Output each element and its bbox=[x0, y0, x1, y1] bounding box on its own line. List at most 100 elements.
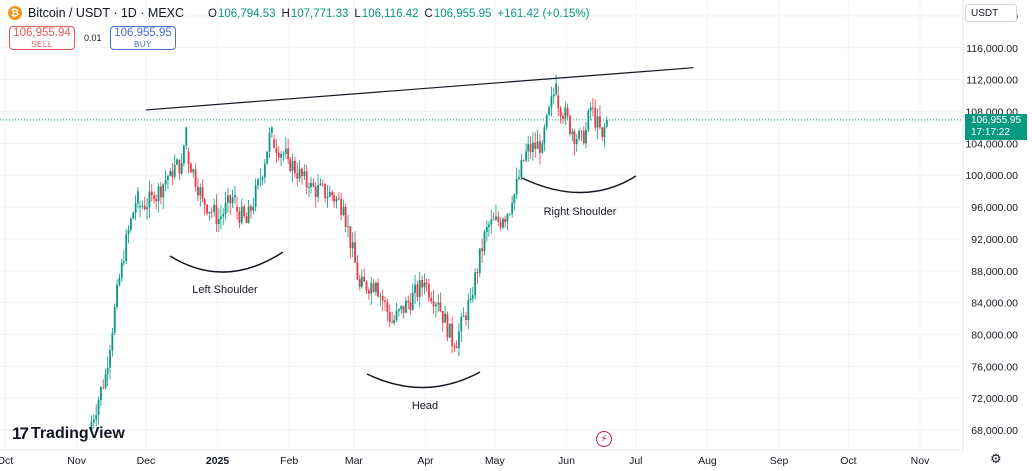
candle-body bbox=[585, 129, 587, 144]
candle-body bbox=[543, 127, 546, 144]
symbol-header[interactable]: ₿ Bitcoin / USDT · 1D · MEXC bbox=[8, 6, 184, 20]
candle-body bbox=[303, 171, 306, 177]
candle-body bbox=[506, 214, 509, 222]
candle-body bbox=[169, 171, 172, 176]
candle-body bbox=[448, 323, 451, 338]
time-tick-label: Oct bbox=[0, 455, 13, 467]
tradingview-mark-icon: 17 bbox=[12, 424, 29, 443]
spread-value: 0.01 bbox=[84, 33, 102, 43]
candle-body bbox=[474, 272, 476, 296]
candle-body bbox=[247, 206, 250, 224]
candle-body bbox=[298, 168, 301, 179]
candle-body bbox=[99, 387, 102, 401]
candle-body bbox=[566, 107, 569, 116]
candle-body bbox=[183, 145, 185, 164]
candle-body bbox=[275, 147, 278, 153]
gear-icon[interactable]: ⚙ bbox=[990, 451, 1002, 466]
candle-body bbox=[97, 400, 100, 415]
candle-body bbox=[490, 219, 493, 225]
candle-body bbox=[564, 107, 567, 119]
candle-body bbox=[430, 297, 433, 302]
price-tick-label: 112,000.00 bbox=[966, 75, 1018, 87]
time-tick-label: Nov bbox=[911, 455, 930, 467]
candle-body bbox=[270, 127, 273, 133]
candle-body bbox=[453, 345, 456, 347]
change-value: +161.42 (+0.15%) bbox=[497, 8, 590, 20]
candle-body bbox=[534, 142, 537, 149]
candle-body bbox=[388, 311, 391, 322]
candle-body bbox=[545, 114, 548, 128]
time-tick-label: Aug bbox=[698, 455, 717, 467]
candle-body bbox=[106, 367, 109, 375]
buy-button[interactable]: 106,955.95 BUY bbox=[110, 26, 176, 50]
candle-body bbox=[254, 185, 257, 207]
candle-body bbox=[541, 143, 544, 153]
price-tick-label: 84,000.00 bbox=[971, 298, 1018, 310]
candle-body bbox=[171, 171, 174, 177]
symbol-title[interactable]: Bitcoin / USDT · 1D · MEXC bbox=[28, 6, 185, 20]
candle-body bbox=[488, 224, 490, 227]
candle-body bbox=[173, 164, 176, 177]
candle-body bbox=[351, 242, 354, 249]
candle-body bbox=[301, 168, 303, 177]
candle-body bbox=[520, 160, 523, 178]
candle-body bbox=[504, 219, 506, 222]
candle-body bbox=[402, 305, 405, 313]
candle-body bbox=[189, 163, 192, 173]
candle-body bbox=[150, 191, 153, 196]
candle-body bbox=[550, 96, 553, 108]
candle-body bbox=[134, 203, 137, 213]
candle-body bbox=[238, 211, 241, 223]
candle-body bbox=[446, 313, 449, 338]
lightning-icon[interactable]: ⚡ bbox=[596, 431, 612, 447]
candle-body bbox=[589, 107, 592, 111]
candle-body bbox=[527, 144, 530, 152]
candle-body bbox=[384, 300, 386, 302]
candle-body bbox=[578, 130, 581, 140]
candle-body bbox=[213, 204, 216, 212]
candle-body bbox=[335, 198, 338, 202]
time-tick-label: Mar bbox=[345, 455, 364, 467]
candle-body bbox=[599, 116, 601, 128]
candle-body bbox=[284, 148, 287, 154]
candle-body bbox=[347, 226, 349, 228]
low-label: L bbox=[354, 8, 361, 20]
candle-body bbox=[462, 315, 465, 317]
candle-body bbox=[439, 302, 442, 312]
candle-body bbox=[263, 163, 266, 178]
candle-body bbox=[129, 218, 132, 230]
candle-body bbox=[427, 284, 430, 298]
candle-body bbox=[206, 204, 208, 214]
candle-body bbox=[587, 110, 590, 130]
candle-body bbox=[333, 195, 336, 202]
candle-body bbox=[552, 94, 555, 97]
candle-body bbox=[416, 284, 419, 297]
candle-body bbox=[418, 280, 421, 297]
grid-lines bbox=[0, 0, 963, 450]
bar-countdown: 17:17:22 bbox=[971, 126, 1010, 138]
candle-body bbox=[536, 141, 539, 149]
candle-body bbox=[393, 319, 396, 323]
candle-body bbox=[377, 282, 379, 297]
candle-body bbox=[455, 346, 458, 349]
candle-body bbox=[555, 83, 558, 95]
price-tick-label: 92,000.00 bbox=[971, 234, 1018, 246]
candle-body bbox=[289, 159, 292, 171]
candle-body bbox=[485, 226, 488, 232]
candle-body bbox=[137, 191, 139, 204]
candle-body bbox=[90, 422, 93, 431]
price-tick-label: 72,000.00 bbox=[971, 393, 1018, 405]
candle-body bbox=[356, 262, 359, 280]
candle-body bbox=[375, 282, 377, 292]
currency-selector[interactable]: USDT bbox=[965, 4, 1017, 22]
candle-body bbox=[277, 152, 280, 158]
candle-body bbox=[435, 304, 437, 307]
candle-body bbox=[261, 177, 264, 180]
price-tick-label: 80,000.00 bbox=[971, 330, 1018, 342]
candle-body bbox=[157, 186, 160, 202]
time-tick-label: May bbox=[485, 455, 506, 467]
candle-body bbox=[432, 301, 435, 307]
candle-body bbox=[314, 186, 317, 197]
sell-button[interactable]: 106,955.94 SELL bbox=[9, 26, 75, 50]
